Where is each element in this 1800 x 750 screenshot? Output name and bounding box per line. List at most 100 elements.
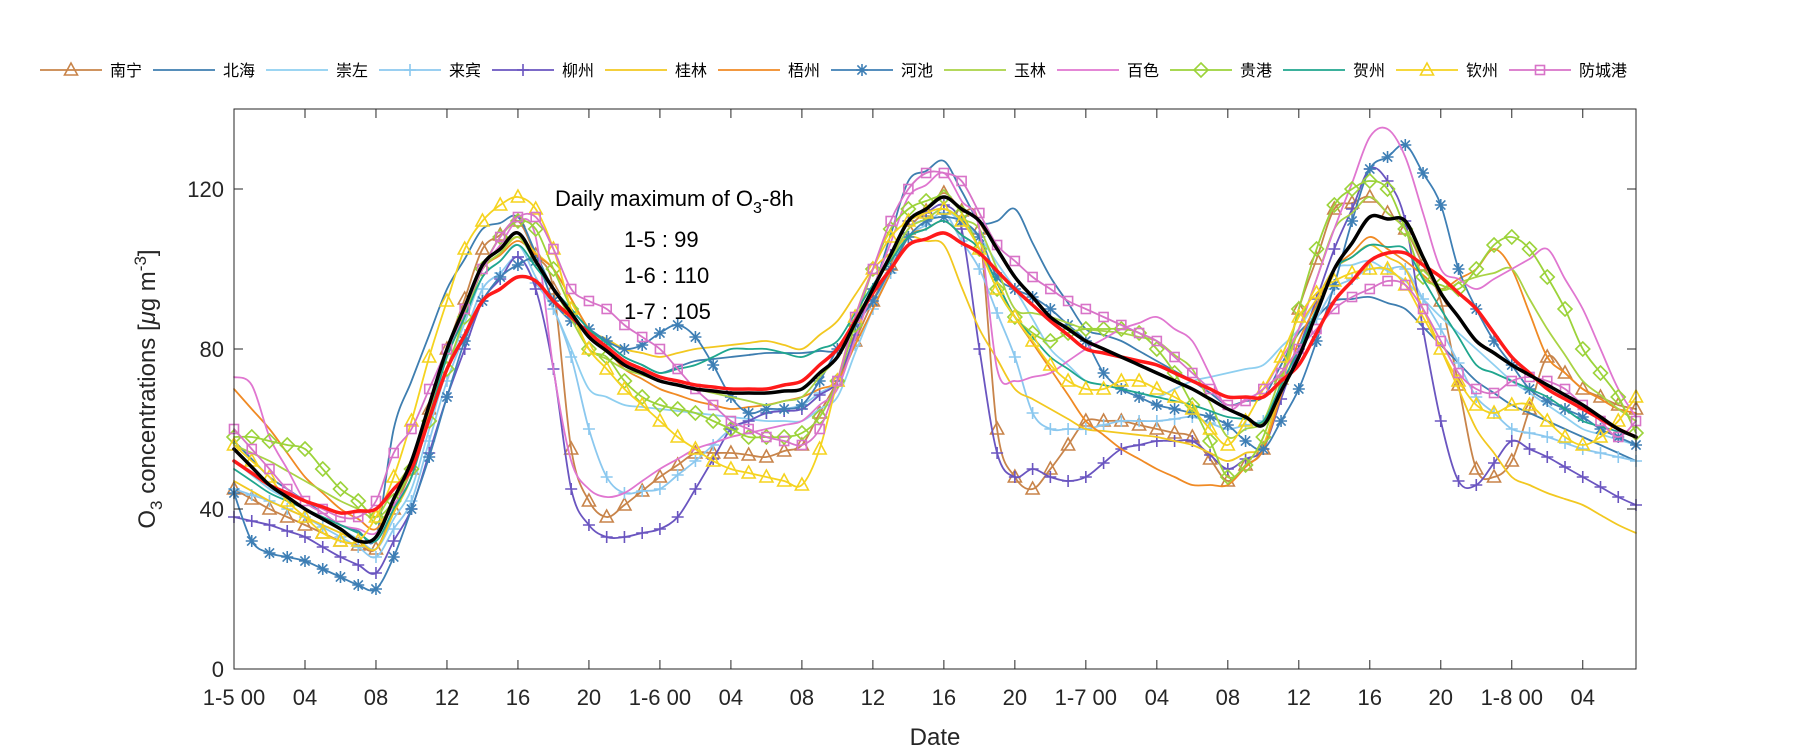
data-point bbox=[1453, 367, 1464, 379]
data-point bbox=[387, 523, 400, 535]
data-point bbox=[956, 175, 967, 187]
data-point bbox=[263, 519, 276, 531]
x-tick-label: 20 bbox=[1003, 685, 1027, 710]
data-point bbox=[971, 240, 988, 258]
data-point bbox=[988, 280, 1006, 298]
data-point bbox=[474, 212, 491, 227]
data-point bbox=[653, 327, 666, 339]
data-point bbox=[388, 447, 400, 459]
data-point bbox=[600, 471, 613, 483]
x-tick-label: 12 bbox=[861, 685, 885, 710]
data-point bbox=[795, 399, 808, 411]
data-point bbox=[689, 483, 702, 495]
data-point bbox=[1361, 260, 1378, 275]
data-point bbox=[1343, 180, 1361, 198]
data-point bbox=[1204, 383, 1216, 395]
data-point bbox=[1006, 308, 1023, 326]
legend-item: 北海 bbox=[153, 61, 255, 80]
x-tick-label: 1-5 00 bbox=[203, 685, 265, 710]
data-point bbox=[1486, 468, 1502, 483]
data-point bbox=[687, 404, 704, 422]
data-point bbox=[1557, 428, 1573, 443]
data-point bbox=[1414, 268, 1432, 286]
data-point bbox=[245, 535, 258, 547]
data-point bbox=[1506, 375, 1518, 387]
data-point bbox=[1559, 461, 1572, 473]
data-point bbox=[1097, 367, 1110, 379]
data-point bbox=[494, 271, 507, 283]
data-point bbox=[1044, 423, 1057, 435]
data-point bbox=[316, 563, 329, 575]
data-point bbox=[1435, 335, 1447, 347]
data-point bbox=[1148, 420, 1165, 435]
data-point bbox=[1080, 303, 1092, 315]
data-point bbox=[1024, 480, 1041, 495]
legend-label: 钦州 bbox=[1466, 61, 1498, 80]
data-point bbox=[1576, 471, 1589, 483]
data-point bbox=[1470, 383, 1482, 395]
data-point bbox=[1485, 236, 1503, 254]
data-point bbox=[527, 220, 544, 238]
data-point bbox=[1148, 380, 1165, 395]
data-point bbox=[634, 396, 651, 411]
data-point bbox=[1610, 388, 1627, 406]
data-point bbox=[867, 263, 879, 275]
data-point bbox=[1079, 471, 1092, 483]
data-point bbox=[671, 469, 684, 481]
data-point bbox=[1187, 367, 1198, 379]
x-tick-label: 12 bbox=[1287, 685, 1311, 710]
x-axis-title: Date bbox=[910, 724, 961, 750]
data-point bbox=[616, 380, 633, 395]
data-point bbox=[279, 508, 296, 523]
data-point bbox=[387, 535, 400, 547]
data-point bbox=[1290, 300, 1307, 315]
data-point bbox=[1113, 372, 1130, 387]
data-point bbox=[1610, 412, 1627, 427]
data-point bbox=[1470, 479, 1483, 491]
data-point bbox=[421, 348, 438, 363]
data-point bbox=[689, 455, 702, 467]
data-point bbox=[1275, 367, 1287, 379]
data-point bbox=[1202, 420, 1218, 435]
data-point bbox=[1098, 311, 1109, 323]
data-point bbox=[740, 446, 757, 461]
data-point bbox=[723, 460, 739, 475]
plot-frame bbox=[233, 108, 1637, 670]
data-point bbox=[1452, 357, 1465, 369]
data-point bbox=[653, 523, 666, 535]
data-point bbox=[1539, 268, 1556, 286]
x-tick-label: 16 bbox=[932, 685, 956, 710]
data-point bbox=[991, 271, 1004, 283]
data-point bbox=[1008, 351, 1021, 363]
data-point bbox=[474, 240, 491, 255]
annotation-box: Daily maximum of O3-8h 1-5 : 99 1-6 : 11… bbox=[555, 186, 794, 324]
data-point bbox=[1612, 431, 1624, 443]
data-point bbox=[991, 307, 1004, 319]
legend-marker bbox=[517, 64, 529, 76]
data-point bbox=[1116, 319, 1127, 331]
data-point bbox=[334, 571, 347, 583]
data-point bbox=[866, 295, 879, 307]
data-point bbox=[1077, 320, 1094, 338]
data-point bbox=[832, 375, 843, 387]
data-point bbox=[653, 483, 666, 495]
data-point bbox=[1417, 167, 1430, 179]
data-point bbox=[1505, 435, 1518, 447]
data-point bbox=[369, 551, 382, 563]
data-point bbox=[796, 439, 808, 451]
data-point bbox=[1486, 404, 1502, 419]
data-point bbox=[616, 496, 633, 511]
data-point bbox=[1612, 491, 1625, 503]
data-point bbox=[671, 511, 684, 523]
data-point bbox=[814, 423, 825, 435]
data-point bbox=[456, 240, 473, 255]
data-point bbox=[581, 492, 597, 507]
data-point bbox=[1326, 196, 1343, 214]
data-point bbox=[1346, 291, 1358, 303]
data-point bbox=[652, 468, 668, 483]
data-point bbox=[1292, 383, 1305, 395]
data-point bbox=[776, 472, 792, 487]
data-point bbox=[1150, 415, 1163, 427]
data-point bbox=[1503, 452, 1520, 467]
